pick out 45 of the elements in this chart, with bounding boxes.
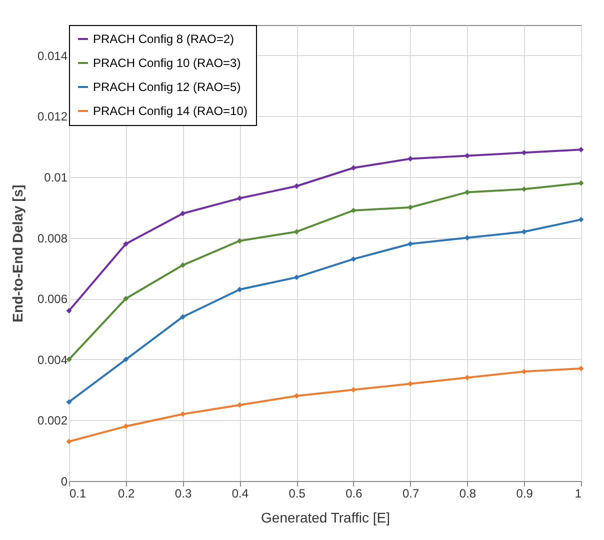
x-tick-label: 0.6 bbox=[346, 486, 363, 500]
x-axis-title: Generated Traffic [E] bbox=[261, 510, 390, 526]
x-tick-label: 1 bbox=[574, 486, 582, 500]
point bbox=[123, 241, 129, 247]
x-tick-label: 0.1 bbox=[70, 486, 87, 500]
point bbox=[350, 256, 356, 262]
y-tick-label: 0.01 bbox=[44, 170, 68, 184]
x-tick-label: 0.4 bbox=[232, 486, 249, 500]
y-tick-label: 0.006 bbox=[37, 292, 68, 306]
point bbox=[180, 210, 186, 216]
x-tick-label: 0.7 bbox=[402, 486, 420, 500]
point bbox=[294, 274, 300, 280]
y-tick-label: 0.004 bbox=[37, 352, 68, 367]
y-tick-label: 0 bbox=[60, 474, 68, 488]
legend-label: PRACH Config 10 (RAO=3) bbox=[93, 56, 241, 70]
y-tick-label: 0.014 bbox=[37, 48, 68, 63]
point bbox=[578, 216, 584, 222]
y-tick-label: 0.002 bbox=[37, 414, 68, 428]
y-tick-label: 0.012 bbox=[37, 110, 68, 124]
legend-label: PRACH Config 12 (RAO=5) bbox=[93, 80, 241, 94]
x-tick-label: 0.3 bbox=[174, 486, 192, 500]
point bbox=[180, 262, 186, 268]
legend-label: PRACH Config 14 (RAO=10) bbox=[93, 104, 248, 118]
x-tick-label: 0.5 bbox=[288, 486, 306, 500]
point bbox=[464, 189, 470, 195]
point bbox=[123, 424, 129, 430]
point bbox=[294, 393, 300, 399]
point bbox=[123, 296, 129, 302]
x-tick-label: 0.2 bbox=[118, 486, 136, 500]
point bbox=[123, 356, 129, 362]
point bbox=[66, 399, 72, 405]
point bbox=[180, 411, 186, 417]
x-tick-label: 0.9 bbox=[516, 486, 534, 500]
point bbox=[180, 314, 186, 320]
y-tick-label: 0.008 bbox=[37, 231, 68, 246]
point bbox=[578, 366, 584, 372]
point bbox=[236, 286, 242, 292]
point bbox=[236, 238, 242, 244]
y-axis-title: End-to-End Delay [s] bbox=[9, 184, 26, 322]
point bbox=[236, 196, 242, 202]
x-tick-label: 0.8 bbox=[459, 486, 476, 500]
legend-label: PRACH Config 8 (RAO=2) bbox=[93, 32, 234, 46]
point bbox=[294, 228, 300, 234]
point bbox=[294, 183, 300, 189]
point bbox=[66, 438, 72, 444]
